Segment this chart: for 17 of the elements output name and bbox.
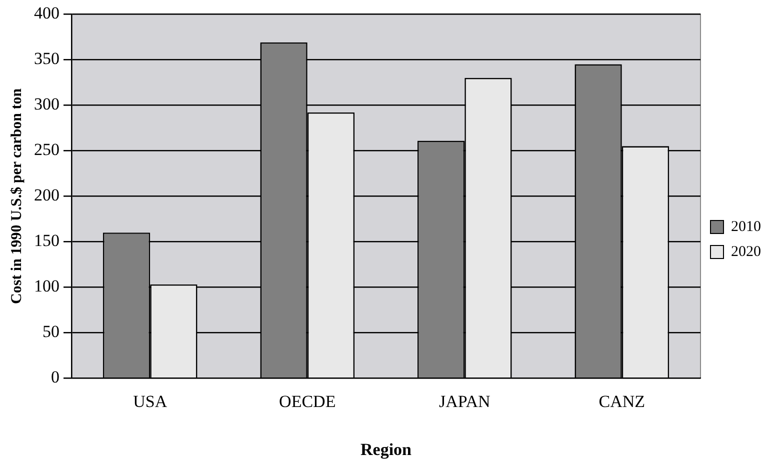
y-tick-label: 400 <box>34 4 60 23</box>
x-tick-label: OECDE <box>279 392 336 411</box>
x-tick-label: JAPAN <box>438 392 490 411</box>
y-axis-title: Cost in 1990 U.S.$ per carbon ton <box>8 88 25 304</box>
y-tick-label: 50 <box>42 322 60 342</box>
x-tick-label: CANZ <box>598 392 646 411</box>
legend-label: 2020 <box>731 244 761 260</box>
y-tick-label: 0 <box>51 368 60 387</box>
x-tick-label: USA <box>133 392 168 411</box>
legend-label: 2010 <box>731 218 761 235</box>
y-tick-label: 150 <box>34 231 60 250</box>
x-axis-title: Region <box>360 440 412 460</box>
y-tick-label: 200 <box>34 186 60 205</box>
y-tick-label: 350 <box>34 49 60 68</box>
y-tick-label: 100 <box>34 276 60 296</box>
y-tick-label: 250 <box>34 140 60 160</box>
y-tick-label: 300 <box>34 94 60 114</box>
